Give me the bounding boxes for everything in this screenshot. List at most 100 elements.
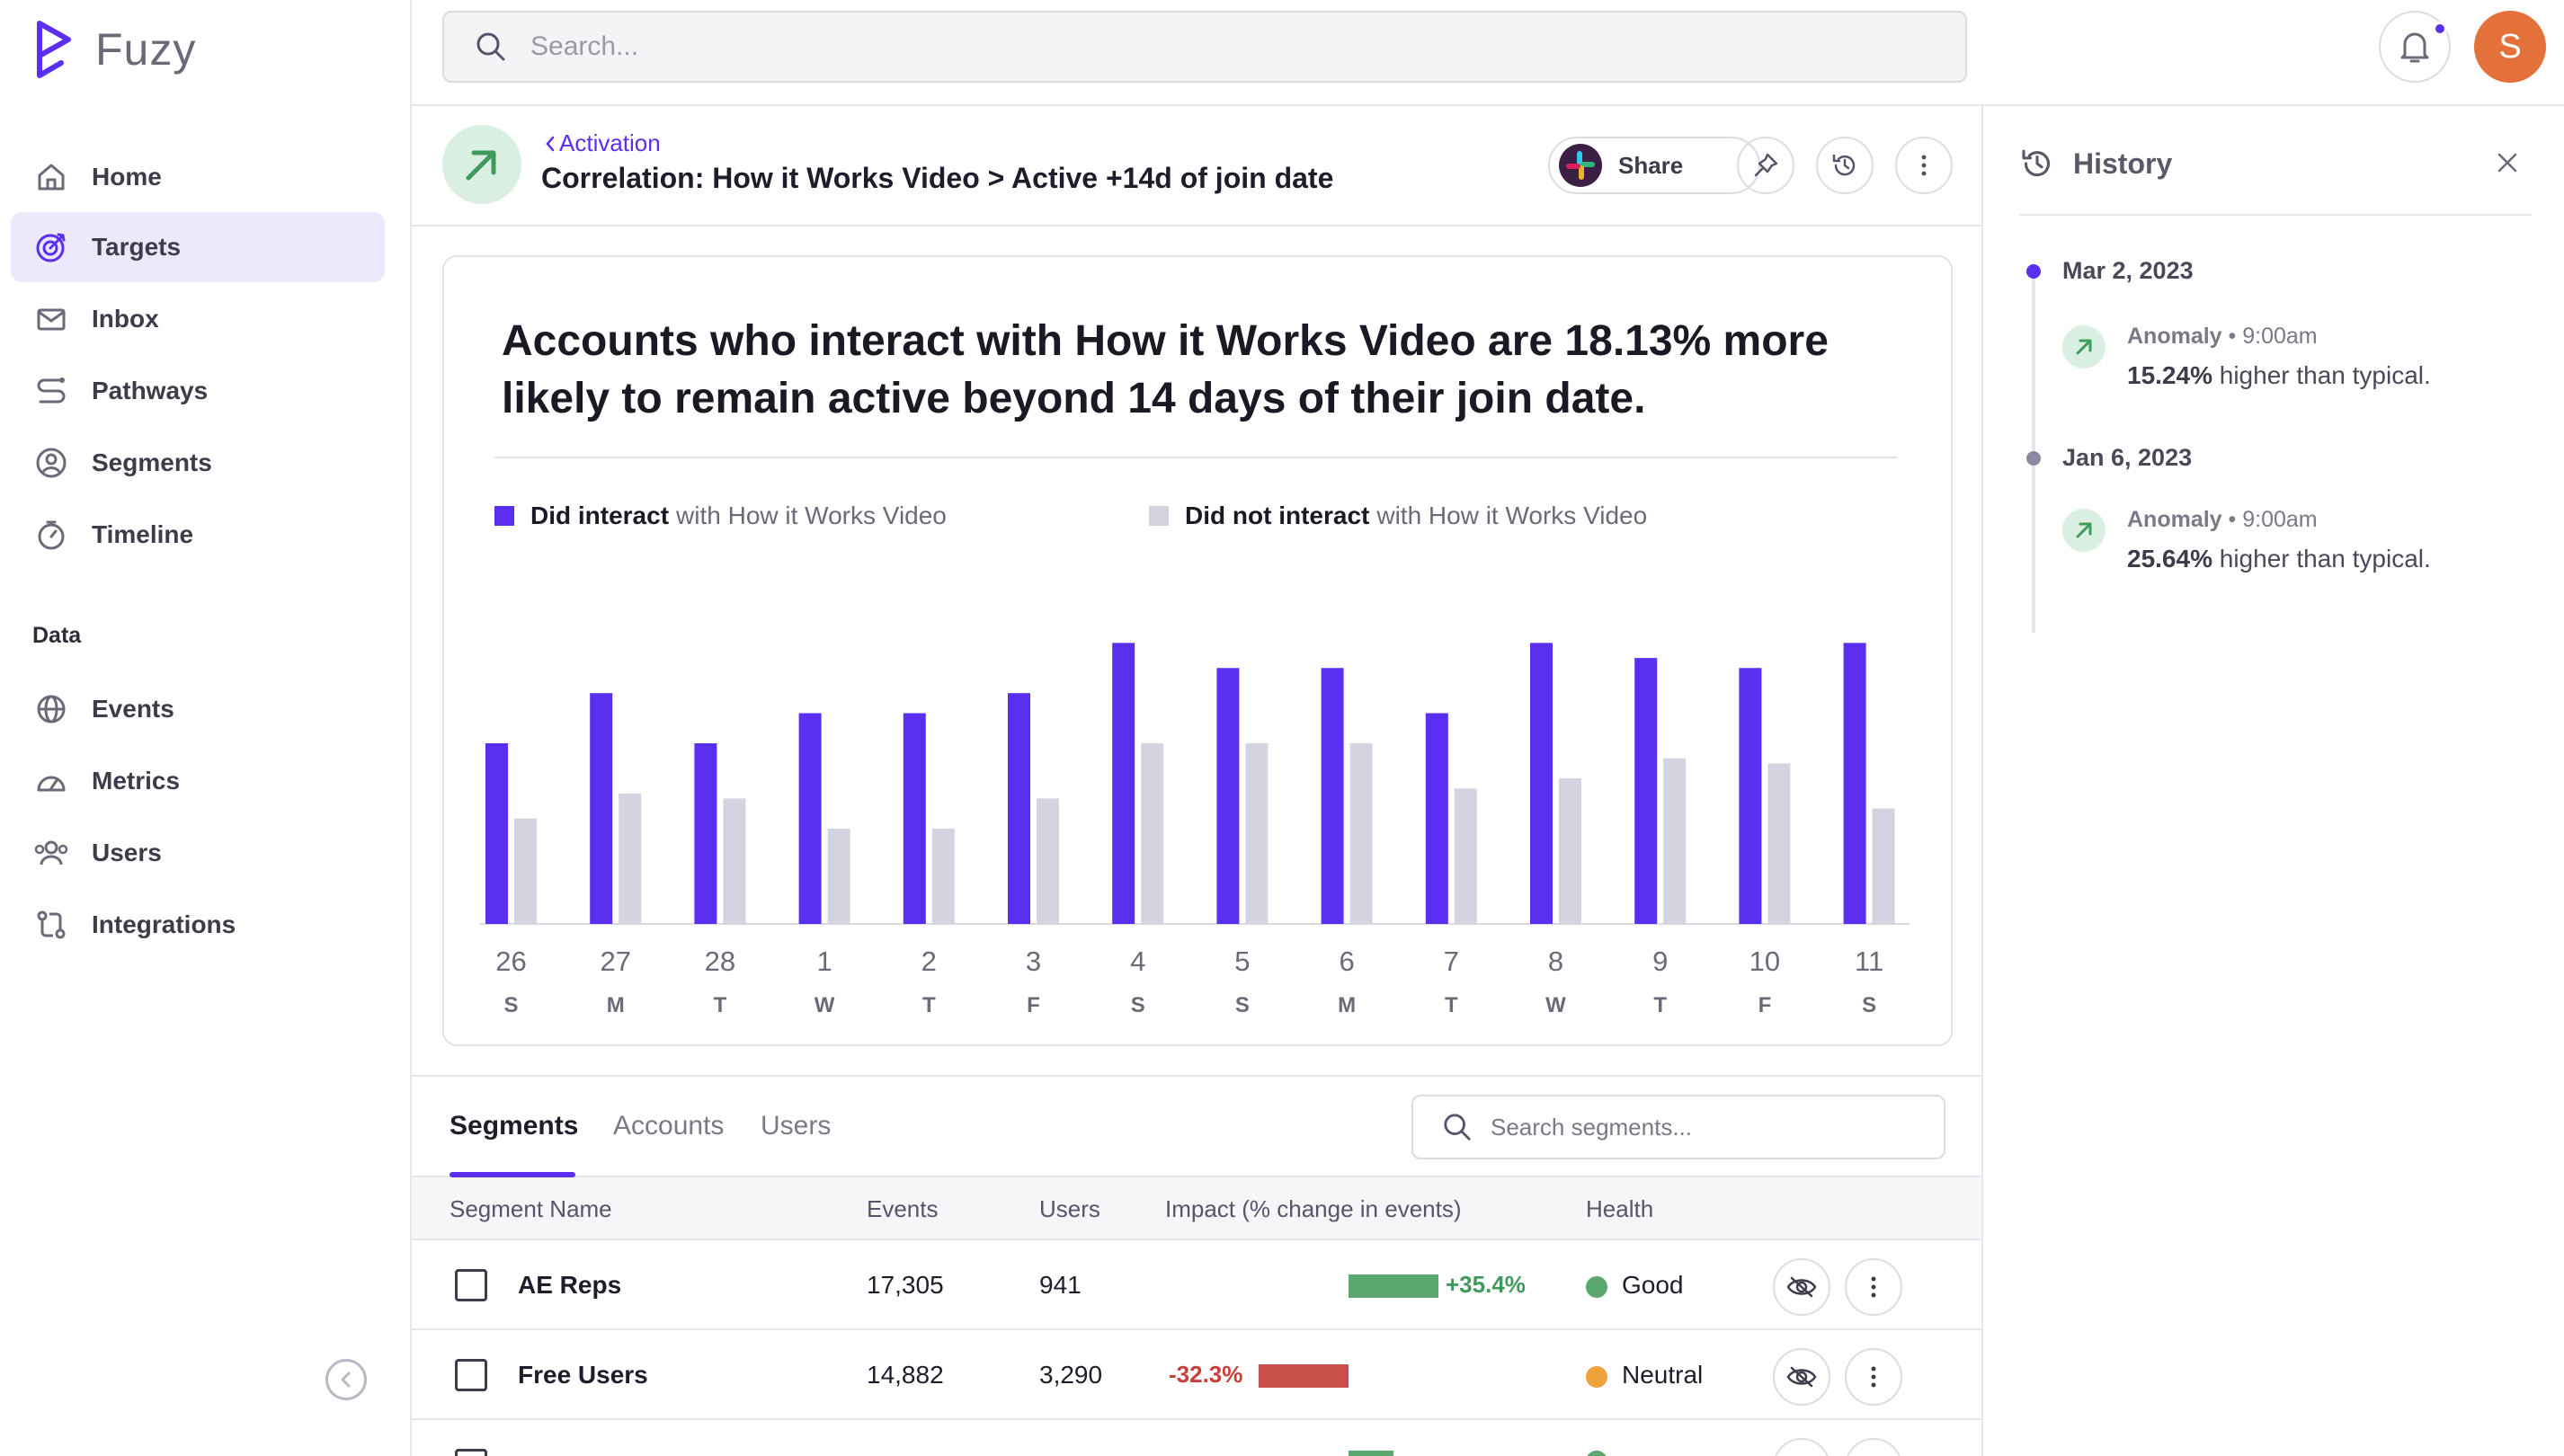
bar-did-interact[interactable] [1216, 668, 1240, 924]
tab-users[interactable]: Users [761, 1111, 832, 1141]
history-entry-type: Anomaly [2127, 507, 2222, 532]
sidebar-item-targets[interactable]: Targets [11, 212, 385, 282]
bar-did-not-interact[interactable] [619, 793, 642, 924]
bar-did-not-interact[interactable] [1767, 763, 1791, 924]
users-count: 941 [1039, 1271, 1082, 1299]
x-tick-label: 28 [705, 946, 735, 977]
bar-did-interact[interactable] [903, 713, 926, 925]
collapse-sidebar-button[interactable] [325, 1359, 367, 1400]
x-tick-label: 27 [600, 946, 630, 977]
history-entry-meta[interactable]: Anomaly • 9:00am [2127, 507, 2318, 532]
bar-did-interact[interactable] [798, 713, 822, 925]
tab-segments[interactable]: Segments [450, 1111, 579, 1141]
bar-did-interact[interactable] [1843, 643, 1866, 924]
segment-search-input[interactable]: Search segments... [1411, 1095, 1945, 1159]
arrow-up-right-icon [2076, 339, 2092, 355]
sidebar-item-segments[interactable]: Segments [11, 428, 385, 498]
bar-did-not-interact[interactable] [1141, 743, 1164, 924]
bar-did-interact[interactable] [1739, 668, 1762, 924]
sidebar-item-integrations[interactable]: Integrations [11, 890, 385, 960]
table-row[interactable]: Free Users 14,882 3,290 -32.3% Neutral [412, 1330, 1981, 1420]
sidebar: Fuzy Home Targets Inbox Pathways Segment… [0, 0, 412, 1456]
table-row[interactable] [412, 1420, 1981, 1456]
x-weekday-label: W [815, 993, 835, 1017]
row-more-options-button[interactable] [1845, 1258, 1902, 1316]
share-button[interactable]: Share [1548, 137, 1760, 194]
x-weekday-label: S [503, 993, 518, 1017]
sidebar-section-data: Data [32, 623, 82, 648]
pin-button[interactable] [1737, 137, 1794, 194]
bar-did-not-interact[interactable] [1245, 743, 1269, 924]
row-checkbox[interactable] [455, 1269, 487, 1301]
column-header-events[interactable]: Events [867, 1195, 939, 1222]
history-button[interactable] [1816, 137, 1874, 194]
bar-did-not-interact[interactable] [514, 818, 537, 924]
toggle-visibility-button[interactable] [1773, 1438, 1830, 1456]
bar-did-interact[interactable] [1530, 643, 1553, 924]
tab-accounts[interactable]: Accounts [613, 1111, 725, 1141]
bar-did-not-interact[interactable] [723, 798, 746, 924]
row-more-options-button[interactable] [1845, 1348, 1902, 1406]
breadcrumb-label: Activation [559, 129, 661, 156]
column-header-health[interactable]: Health [1586, 1195, 1654, 1222]
bar-did-interact[interactable] [1008, 693, 1030, 924]
bar-did-interact[interactable] [694, 743, 717, 924]
bar-did-not-interact[interactable] [827, 828, 850, 924]
history-entry-meta[interactable]: Anomaly • 9:00am [2127, 324, 2318, 349]
bar-did-not-interact[interactable] [1454, 788, 1477, 924]
bar-did-not-interact[interactable] [1559, 778, 1581, 924]
sidebar-item-home[interactable]: Home [11, 142, 385, 212]
health-status: Neutral [1622, 1361, 1704, 1389]
bar-did-interact[interactable] [590, 693, 613, 924]
bar-did-not-interact[interactable] [931, 828, 955, 924]
column-header-segment-name[interactable]: Segment Name [450, 1195, 612, 1222]
row-more-options-button[interactable] [1845, 1438, 1902, 1456]
home-icon [34, 160, 68, 194]
sidebar-item-users[interactable]: Users [11, 818, 385, 888]
x-weekday-label: M [607, 993, 625, 1017]
globe-icon [34, 692, 68, 726]
anomaly-badge [2062, 509, 2106, 552]
x-weekday-label: T [714, 993, 727, 1017]
sidebar-item-label: Metrics [92, 767, 181, 795]
row-checkbox[interactable] [455, 1359, 487, 1391]
impact-value: -32.3% [1169, 1361, 1243, 1388]
bar-did-not-interact[interactable] [1037, 798, 1059, 924]
chevron-left-icon [546, 136, 555, 151]
users-count: 3,290 [1039, 1361, 1103, 1389]
global-search-input[interactable]: Search... [442, 11, 1967, 83]
bar-did-not-interact[interactable] [1349, 743, 1373, 924]
bar-did-not-interact[interactable] [1872, 808, 1895, 924]
row-checkbox[interactable] [455, 1449, 487, 1456]
bar-did-not-interact[interactable] [1663, 758, 1687, 924]
bar-did-interact[interactable] [1321, 668, 1344, 924]
bar-did-interact[interactable] [1112, 643, 1135, 924]
close-history-button[interactable] [2496, 151, 2519, 179]
breadcrumb[interactable]: Activation [543, 129, 661, 157]
sidebar-item-inbox[interactable]: Inbox [11, 284, 385, 354]
bar-did-interact[interactable] [485, 743, 508, 924]
user-avatar[interactable]: S [2474, 11, 2546, 83]
legend-swatch [1149, 506, 1169, 526]
sidebar-item-events[interactable]: Events [11, 674, 385, 744]
table-row[interactable]: AE Reps 17,305 941 +35.4% Good [412, 1240, 1981, 1330]
bar-did-interact[interactable] [1425, 713, 1448, 925]
x-tick-label: 2 [921, 946, 937, 977]
column-header-users[interactable]: Users [1039, 1195, 1100, 1222]
sidebar-item-metrics[interactable]: Metrics [11, 746, 385, 816]
app-logo[interactable]: Fuzy [32, 20, 196, 79]
column-header-impact[interactable]: Impact (% change in events) [1165, 1195, 1462, 1222]
eye-off-icon [1786, 1276, 1817, 1298]
toggle-visibility-button[interactable] [1773, 1348, 1830, 1406]
sidebar-item-pathways[interactable]: Pathways [11, 356, 385, 426]
more-options-button[interactable] [1895, 137, 1953, 194]
page-title: Correlation: How it Works Video > Active… [541, 162, 1334, 194]
sidebar-item-label: Users [92, 839, 162, 866]
bar-did-interact[interactable] [1634, 658, 1658, 924]
history-entry-text: 25.64% higher than typical. [2127, 545, 2431, 573]
history-entry-description: higher than typical. [2219, 361, 2431, 389]
toggle-visibility-button[interactable] [1773, 1258, 1830, 1316]
x-weekday-label: T [1445, 993, 1458, 1017]
sidebar-item-timeline[interactable]: Timeline [11, 500, 385, 570]
notifications-button[interactable] [2379, 11, 2451, 83]
